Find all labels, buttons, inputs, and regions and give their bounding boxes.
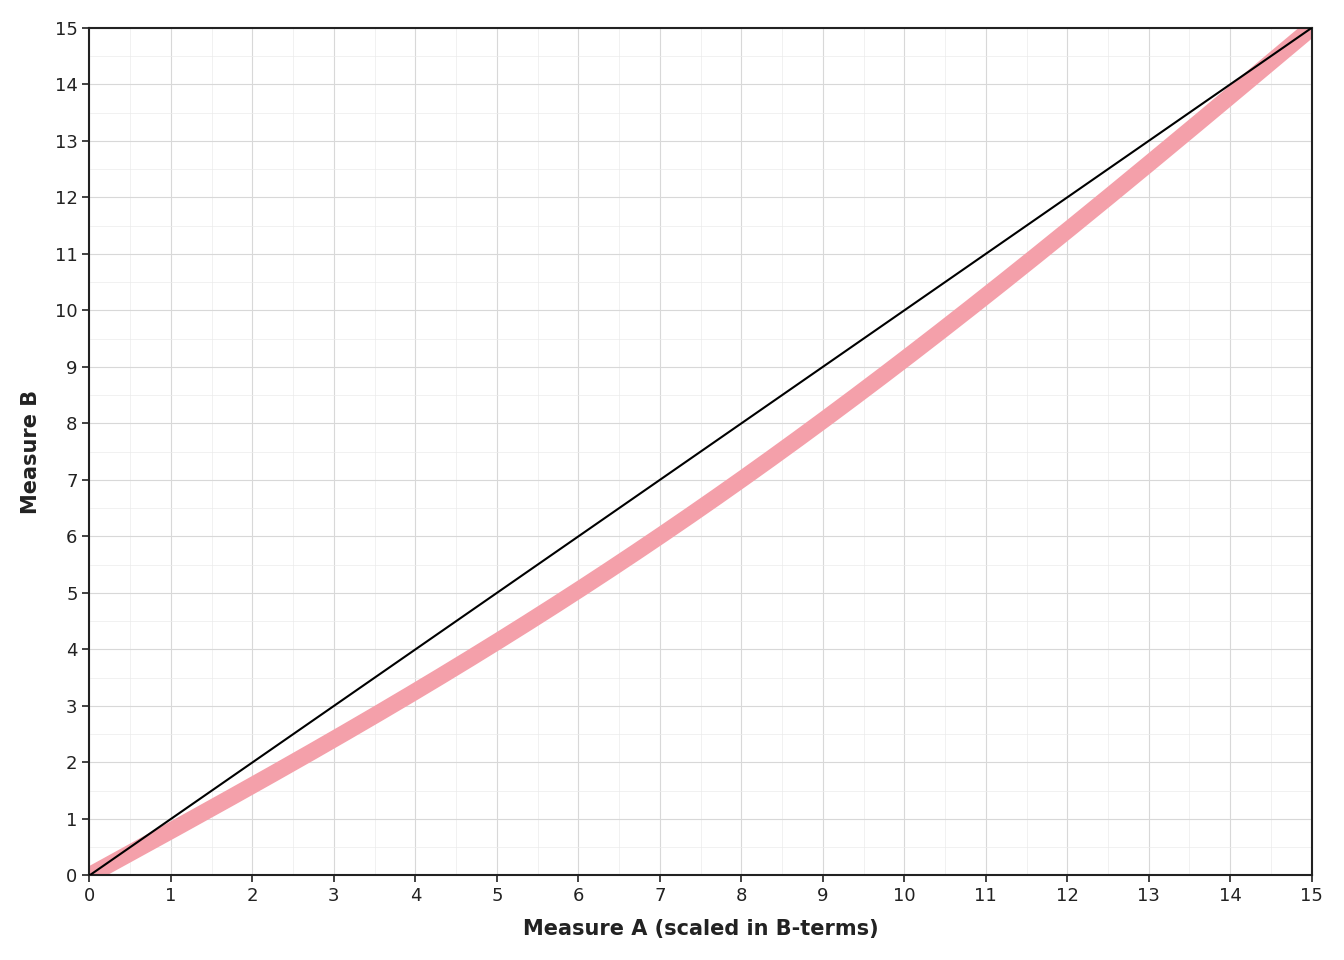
X-axis label: Measure A (scaled in B-terms): Measure A (scaled in B-terms) [523, 919, 879, 939]
Y-axis label: Measure B: Measure B [22, 390, 40, 514]
